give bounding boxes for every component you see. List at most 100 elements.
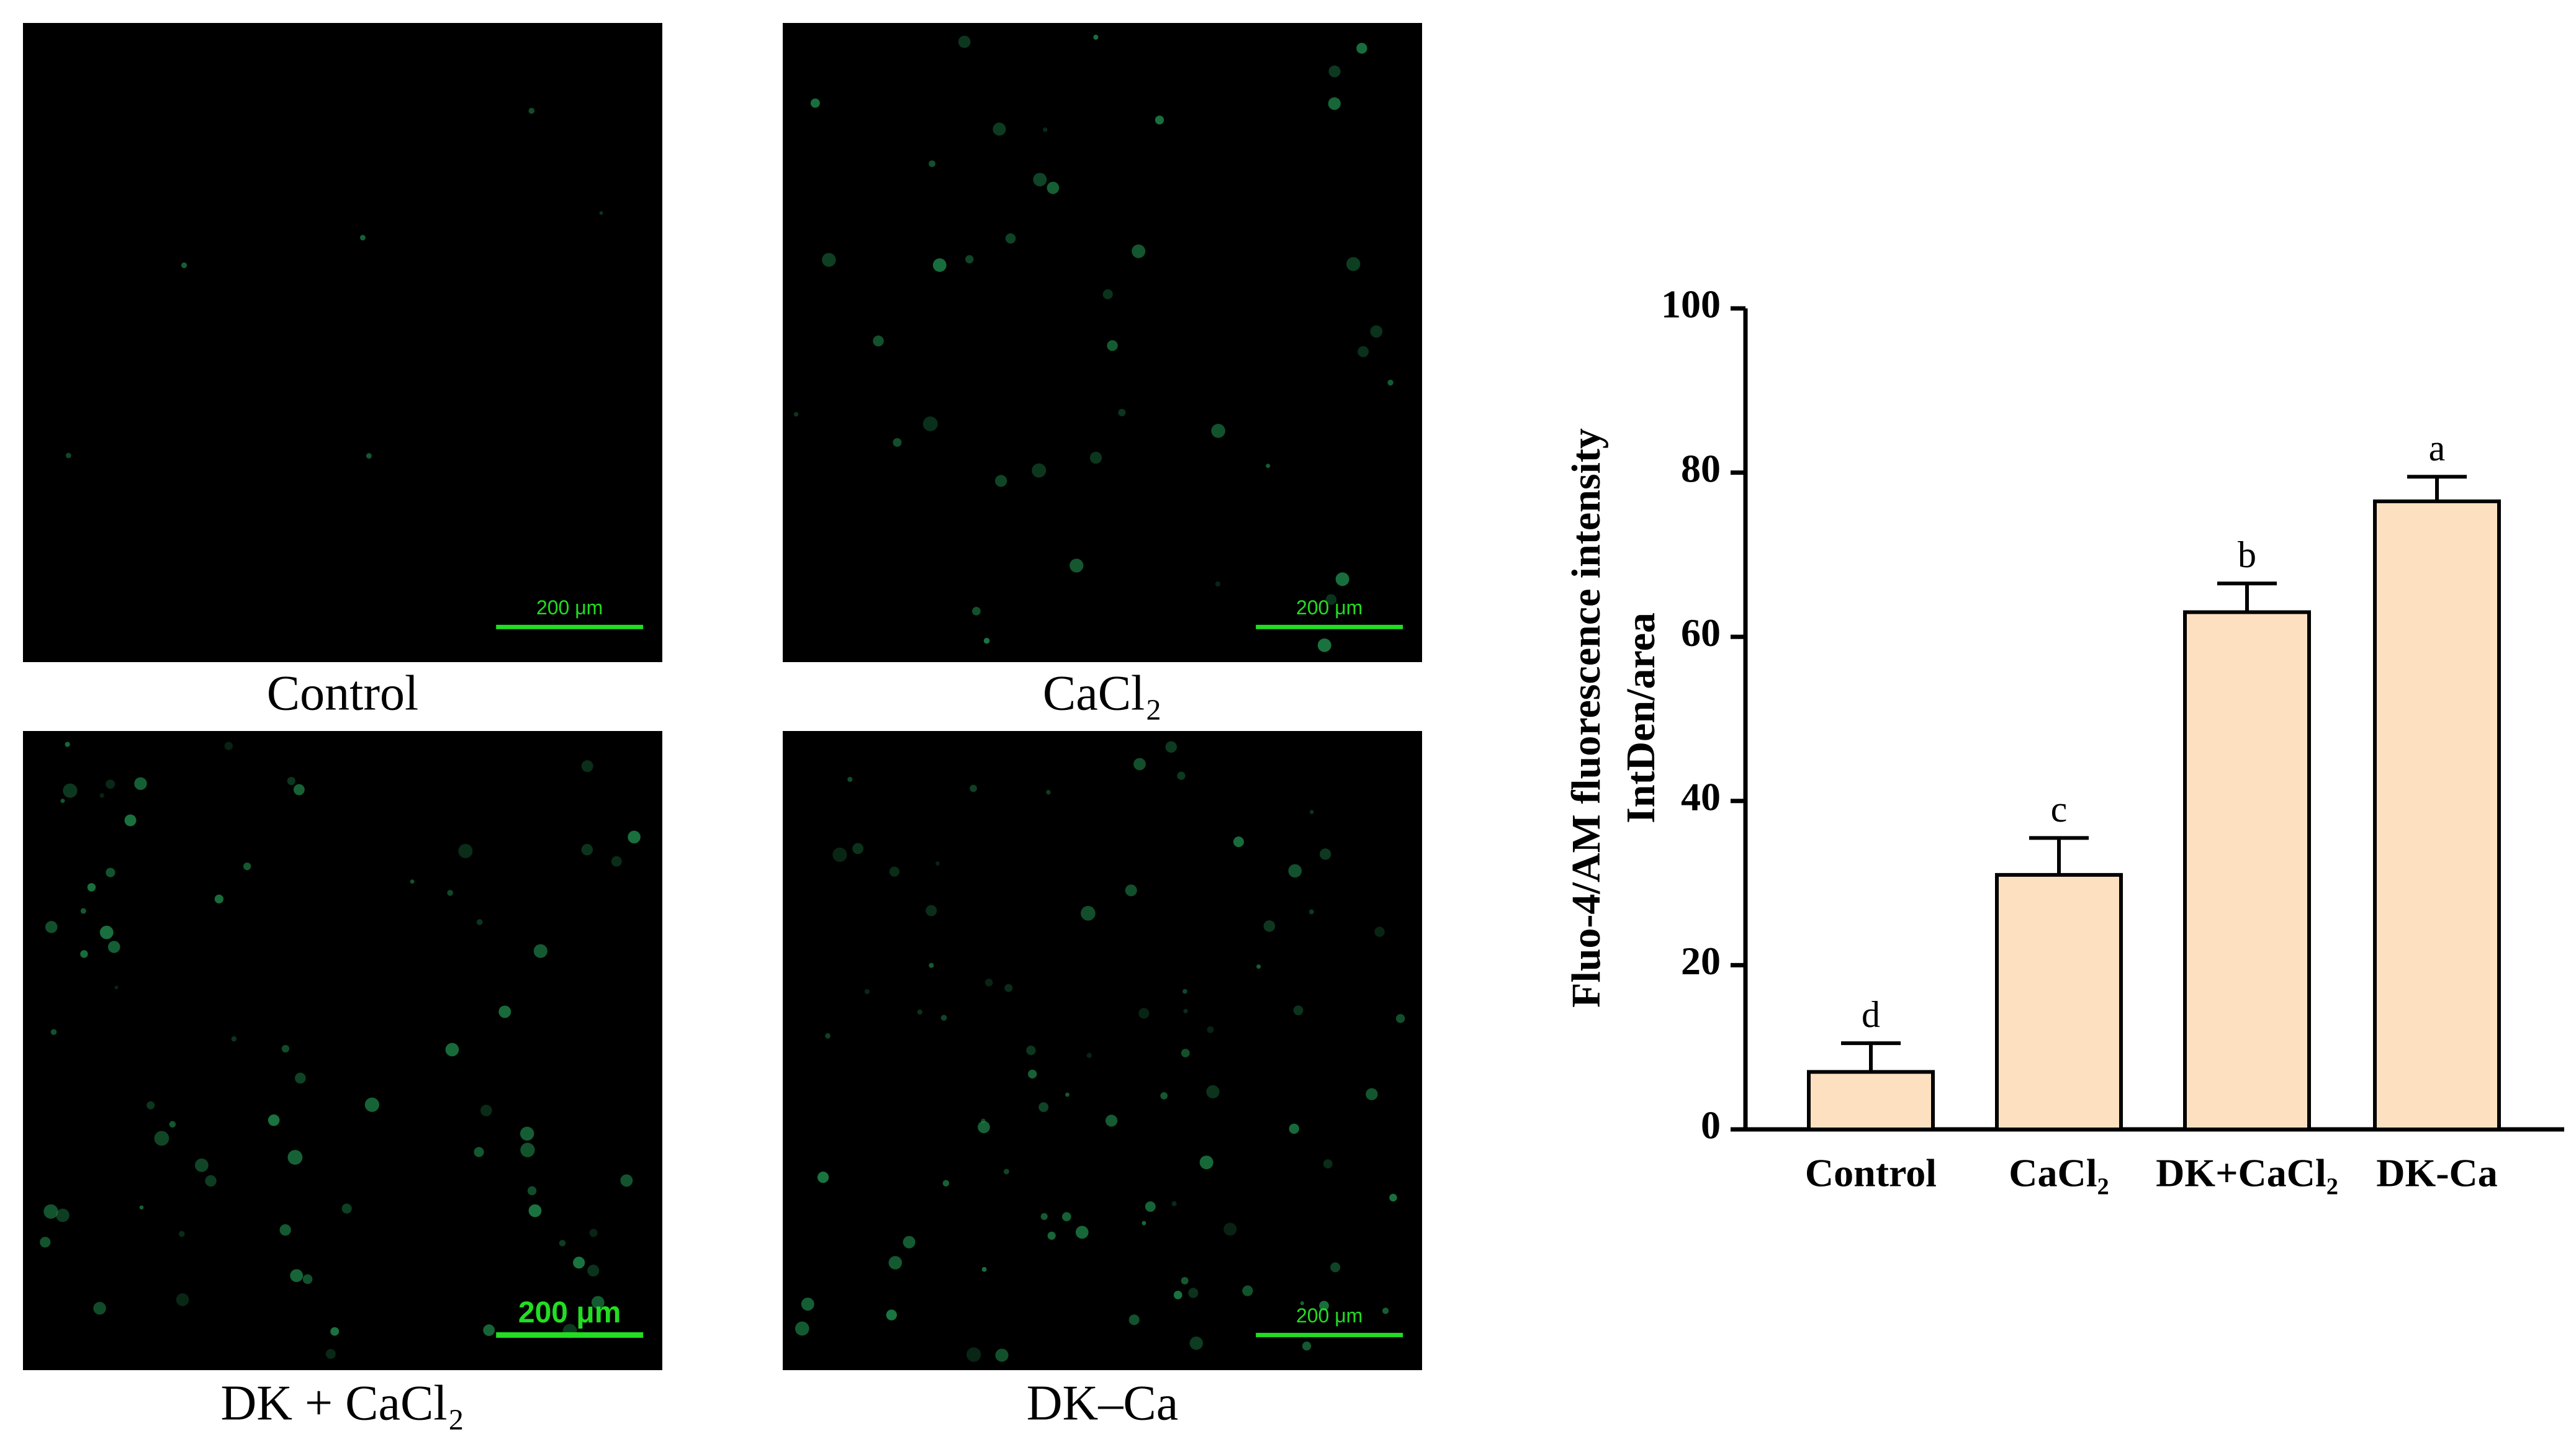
cell [984, 979, 993, 987]
cell [1395, 1014, 1405, 1023]
cell [978, 1121, 990, 1134]
cell [1004, 1168, 1009, 1175]
cell [1181, 1276, 1189, 1285]
cell [281, 1044, 290, 1053]
cell [1242, 1285, 1253, 1296]
cell [1038, 1102, 1049, 1113]
cell [520, 1126, 534, 1141]
cell [195, 1158, 209, 1172]
cell [87, 883, 96, 892]
bar [2183, 610, 2311, 1131]
cell [80, 950, 88, 958]
cell [1093, 34, 1099, 40]
significance-letter: a [2429, 428, 2446, 469]
cell [1328, 97, 1341, 110]
cell [1300, 1301, 1304, 1306]
cell [1105, 1114, 1118, 1127]
cell [45, 921, 58, 933]
cell [1358, 346, 1369, 357]
cell [93, 1302, 106, 1315]
cell [1165, 741, 1177, 753]
cell [942, 1180, 950, 1187]
cell [611, 856, 622, 867]
cell [341, 1203, 352, 1214]
cell [873, 335, 884, 347]
cell [108, 941, 120, 953]
cell [1183, 1008, 1188, 1013]
cell [1302, 1342, 1312, 1351]
cell [1288, 864, 1302, 878]
cell [958, 35, 971, 48]
cell [40, 1237, 51, 1248]
significance-letter: b [2238, 534, 2256, 575]
bar [1995, 872, 2123, 1131]
micrograph [783, 23, 1422, 662]
cell [1263, 920, 1276, 932]
x-tick-label: CaCl₂ [2009, 1151, 2109, 1195]
cell [139, 1205, 144, 1210]
x-tick-label: Control [1805, 1151, 1937, 1195]
cell [1138, 1008, 1150, 1019]
cell [1171, 1201, 1177, 1206]
cell [965, 255, 974, 264]
cell [1081, 905, 1096, 921]
micrograph [783, 731, 1422, 1370]
cell [134, 777, 147, 791]
cell [181, 262, 187, 269]
cell [581, 844, 593, 856]
cell [1102, 289, 1113, 300]
cell [801, 1298, 814, 1311]
cell [1233, 836, 1245, 848]
cell [852, 843, 864, 854]
cell [1335, 572, 1349, 586]
cell [817, 1172, 829, 1183]
cell [1387, 379, 1394, 386]
cell [935, 861, 940, 866]
cell [1323, 1159, 1333, 1168]
cell [176, 1293, 189, 1306]
error-bar [2407, 475, 2467, 501]
cell [474, 1147, 484, 1157]
cell [1173, 1290, 1182, 1299]
cell [1070, 558, 1084, 573]
cell [893, 437, 902, 447]
cell [124, 814, 137, 827]
cell [970, 784, 977, 792]
cell [293, 784, 305, 796]
cell [1160, 1092, 1168, 1100]
cell [591, 1296, 605, 1309]
cell [581, 760, 593, 773]
cell [106, 779, 115, 789]
panel-label: DK–Ca [1027, 1376, 1178, 1430]
cell [50, 1029, 57, 1035]
cell [1188, 1288, 1199, 1298]
cell [1004, 984, 1013, 992]
cell [1382, 1307, 1389, 1314]
cell [1047, 181, 1060, 194]
cell [1177, 771, 1186, 780]
cell [1086, 1052, 1092, 1058]
error-bar [2217, 581, 2277, 612]
cell [528, 107, 535, 114]
cell [864, 989, 870, 995]
cell [1118, 408, 1126, 416]
cell [483, 1324, 495, 1337]
cell [480, 1105, 492, 1116]
error-bar [1841, 1041, 1901, 1072]
y-axis-label-line: IntDen/area [1618, 612, 1664, 823]
cell [359, 235, 366, 241]
x-tick-label: DK+CaCl₂ [2156, 1151, 2338, 1195]
cell [793, 411, 799, 417]
cell [1142, 1221, 1146, 1226]
y-tick-label: 100 [1661, 282, 1721, 326]
cell [287, 1150, 303, 1165]
cell [1356, 43, 1367, 54]
cell [302, 1274, 313, 1285]
cell [925, 905, 937, 917]
cell [169, 1121, 176, 1128]
cell [1026, 1046, 1036, 1056]
scale-bar-label: 200 μm [1296, 596, 1362, 619]
scale-bar-label: 200 μm [536, 596, 603, 619]
cell [178, 1231, 185, 1237]
